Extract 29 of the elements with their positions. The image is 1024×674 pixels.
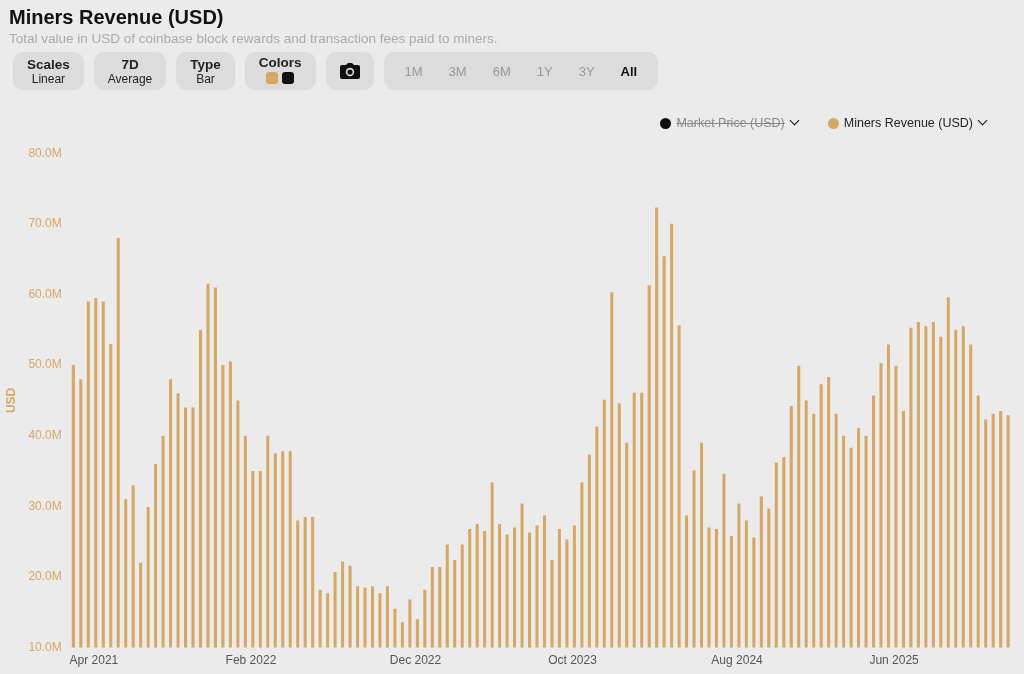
chart-subtitle: Total value in USD of coinbase block rewards and transaction fees paid to miners. xyxy=(9,31,498,46)
legend-label: Market Price (USD) xyxy=(676,116,785,130)
y-tick-label: 30.0M xyxy=(28,498,62,513)
x-tick-label: Feb 2022 xyxy=(225,653,277,668)
y-tick-label: 40.0M xyxy=(28,428,62,443)
x-tick-label: Oct 2023 xyxy=(548,653,598,668)
x-tick-label: Dec 2022 xyxy=(389,653,442,668)
legend-label: Miners Revenue (USD) xyxy=(843,116,973,130)
y-tick-label: 10.0M xyxy=(28,639,62,654)
y-axis-title: USD xyxy=(3,387,18,414)
y-tick-label: 60.0M xyxy=(28,286,62,301)
y-tick-label: 20.0M xyxy=(28,569,62,584)
chart-title: Miners Revenue (USD) xyxy=(9,6,224,29)
x-tick-label: Apr 2021 xyxy=(69,653,119,668)
y-tick-label: 80.0M xyxy=(28,145,62,160)
text: 3Y xyxy=(577,63,596,79)
x-tick-label: Aug 2024 xyxy=(711,653,764,668)
y-tick-label: 50.0M xyxy=(28,357,62,372)
x-tick-label: Jun 2025 xyxy=(869,653,920,668)
text: 7D Average xyxy=(107,56,153,86)
text: 1M xyxy=(403,63,424,79)
text: Scales Linear xyxy=(27,56,70,86)
text: 3M xyxy=(447,63,468,79)
text: Colors xyxy=(258,55,302,70)
text: All xyxy=(619,63,639,79)
text: Type Bar xyxy=(190,56,221,86)
text: 6M xyxy=(491,63,512,79)
y-tick-label: 70.0M xyxy=(28,216,62,231)
text: 1Y xyxy=(535,63,554,79)
